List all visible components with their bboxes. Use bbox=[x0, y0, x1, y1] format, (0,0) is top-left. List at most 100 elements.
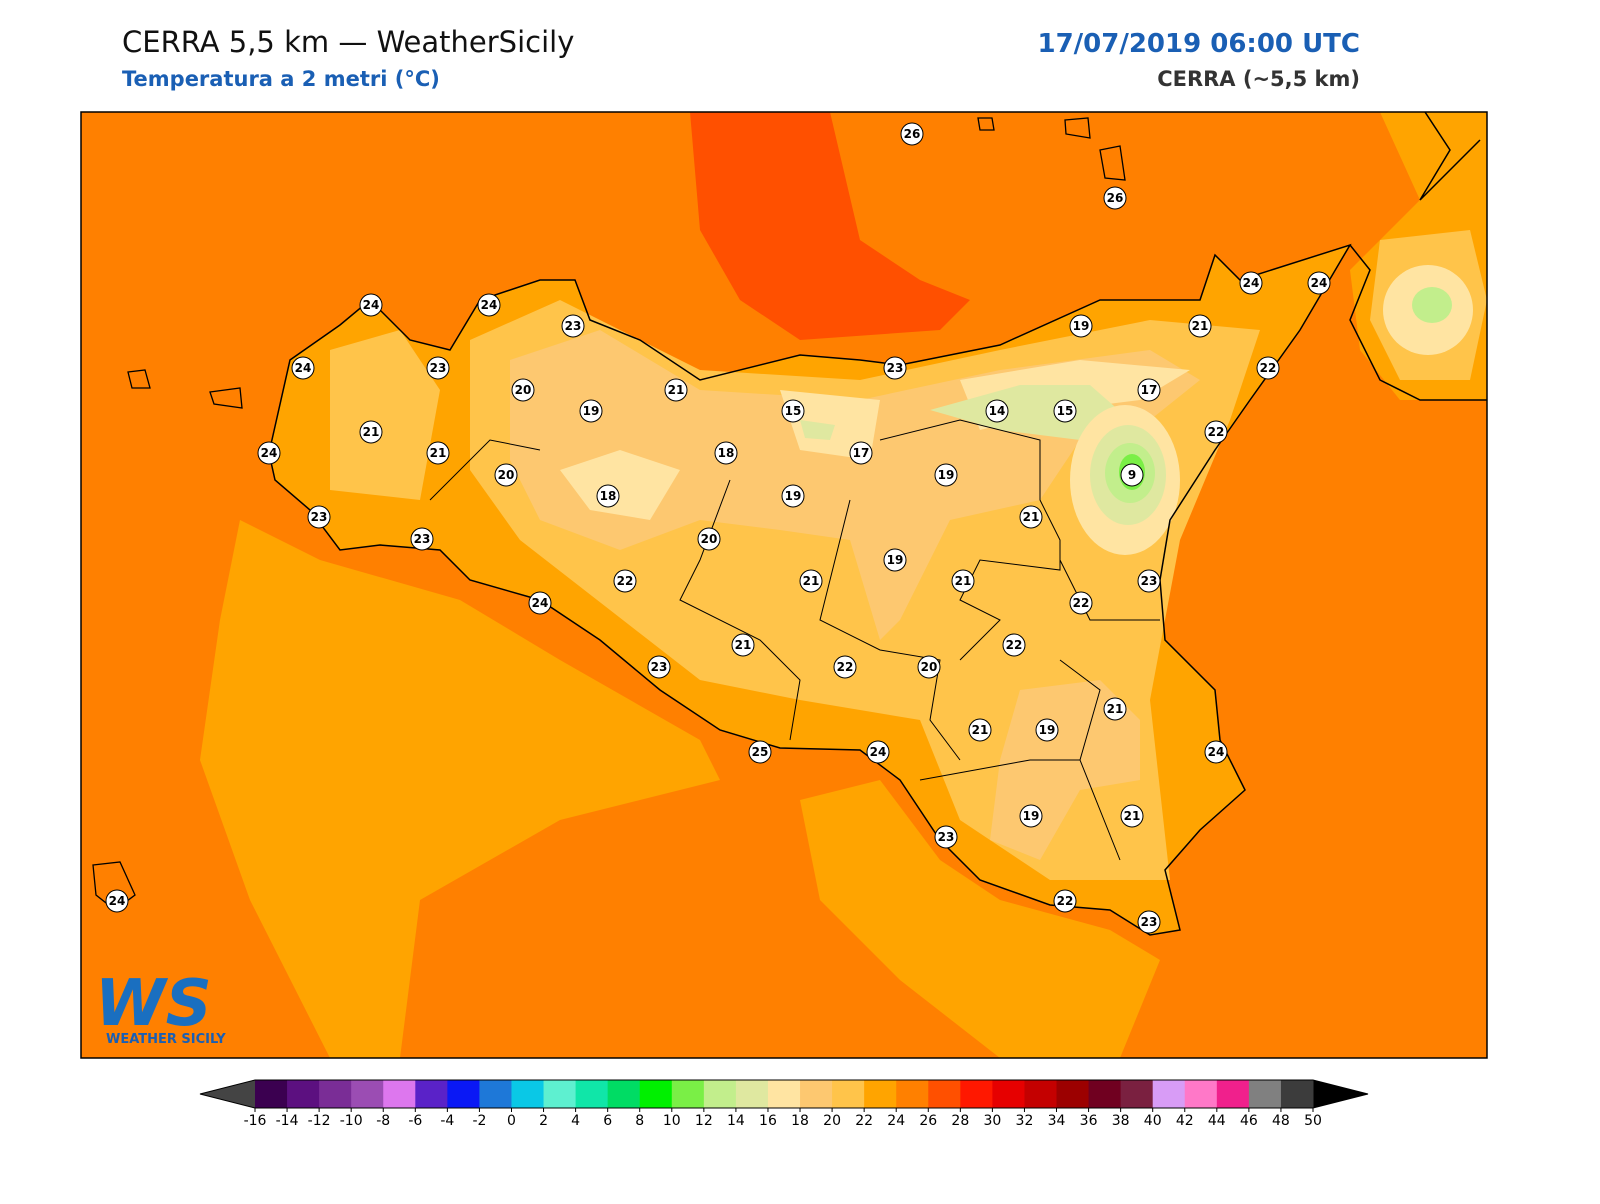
station: 15 bbox=[781, 399, 805, 423]
station-marker bbox=[934, 463, 958, 487]
station-marker bbox=[883, 548, 907, 572]
colorbar-segment bbox=[1184, 1080, 1218, 1108]
station-marker bbox=[985, 399, 1009, 423]
station: 9 bbox=[1120, 463, 1144, 487]
station-value: 22 bbox=[1208, 425, 1225, 439]
colorbar-segment bbox=[767, 1080, 801, 1108]
station-value: 25 bbox=[752, 745, 769, 759]
station: 23 bbox=[410, 527, 434, 551]
station: 26 bbox=[1103, 186, 1127, 210]
station: 24 bbox=[477, 293, 501, 317]
station-value: 17 bbox=[1141, 383, 1158, 397]
station: 22 bbox=[613, 569, 637, 593]
station-value: 24 bbox=[295, 361, 312, 375]
station-marker bbox=[714, 441, 738, 465]
warm-sea bbox=[690, 112, 970, 340]
station-value: 19 bbox=[938, 468, 955, 482]
station-value: 24 bbox=[1243, 276, 1260, 290]
station: 20 bbox=[697, 527, 721, 551]
colorbar-tick-label: -8 bbox=[376, 1113, 390, 1129]
colorbar-segment bbox=[800, 1080, 833, 1108]
station-marker bbox=[528, 591, 552, 615]
colorbar-segment bbox=[1248, 1080, 1282, 1108]
station-value: 23 bbox=[651, 660, 668, 674]
colorbar-tick-label: 42 bbox=[1176, 1113, 1194, 1129]
station-value: 23 bbox=[414, 532, 431, 546]
station-value: 18 bbox=[718, 446, 735, 460]
station: 17 bbox=[1137, 378, 1161, 402]
colorbar-segment bbox=[351, 1080, 384, 1108]
colorbar-tick-label: 22 bbox=[855, 1113, 873, 1129]
station-marker bbox=[866, 740, 890, 764]
station: 26 bbox=[900, 122, 924, 146]
station-value: 24 bbox=[1311, 276, 1328, 290]
colorbar-segment bbox=[896, 1080, 929, 1108]
colorbar-segment bbox=[832, 1080, 865, 1108]
station: 19 bbox=[1069, 314, 1093, 338]
colorbar-segment bbox=[1024, 1080, 1058, 1108]
colorbar-tick-label: 20 bbox=[823, 1113, 841, 1129]
station-marker bbox=[1103, 697, 1127, 721]
colorbar-tick-label: 8 bbox=[635, 1113, 644, 1129]
station: 21 bbox=[426, 441, 450, 465]
station-marker bbox=[1239, 271, 1263, 295]
station: 23 bbox=[561, 314, 585, 338]
station: 17 bbox=[849, 441, 873, 465]
station-marker bbox=[1019, 804, 1043, 828]
station: 21 bbox=[1188, 314, 1212, 338]
station: 24 bbox=[359, 293, 383, 317]
stations: 26 26 24 24 23 24 24 24 23 19 21 20 19 21 23 22 15 14 15 17… bbox=[105, 122, 1331, 934]
station: 22 bbox=[1069, 591, 1093, 615]
colorbar-tick-label: 34 bbox=[1048, 1113, 1066, 1129]
station: 21 bbox=[951, 569, 975, 593]
sea-warm-band bbox=[800, 780, 1160, 1058]
station-marker bbox=[1204, 740, 1228, 764]
station-marker bbox=[426, 441, 450, 465]
station: 24 bbox=[1239, 271, 1263, 295]
colorbar-tick-label: 32 bbox=[1016, 1113, 1034, 1129]
station: 21 bbox=[799, 569, 823, 593]
station: 21 bbox=[1120, 804, 1144, 828]
sea-warm-band bbox=[200, 520, 720, 1058]
station-value: 21 bbox=[1023, 510, 1040, 524]
colorbar-segment bbox=[671, 1080, 705, 1108]
colorbar-tick-label: -14 bbox=[276, 1113, 299, 1129]
station: 14 bbox=[985, 399, 1009, 423]
station-marker bbox=[883, 356, 907, 380]
colorbar-tick-label: -16 bbox=[244, 1113, 267, 1129]
map-frame bbox=[80, 111, 1488, 1059]
colorbar-tick-label: 4 bbox=[571, 1113, 580, 1129]
colorbar-segment bbox=[1152, 1080, 1186, 1108]
station-value: 21 bbox=[955, 574, 972, 588]
land-cold bbox=[800, 385, 1130, 440]
station-value: 24 bbox=[481, 298, 498, 312]
colorbar-segment bbox=[543, 1080, 577, 1108]
title: CERRA 5,5 km — WeatherSicily bbox=[122, 25, 574, 59]
station-marker bbox=[1069, 591, 1093, 615]
colorbar-tick-label: 6 bbox=[603, 1113, 612, 1129]
station-marker bbox=[781, 484, 805, 508]
station-marker bbox=[1307, 271, 1331, 295]
station-value: 21 bbox=[803, 574, 820, 588]
station: 23 bbox=[647, 655, 671, 679]
colorbar-tick-label: 0 bbox=[507, 1113, 516, 1129]
colorbar-tick-label: 44 bbox=[1208, 1113, 1226, 1129]
colorbar-tick-label: 36 bbox=[1080, 1113, 1098, 1129]
colorbar-tick-label: 50 bbox=[1304, 1113, 1322, 1129]
station-marker bbox=[561, 314, 585, 338]
station-value: 23 bbox=[1141, 574, 1158, 588]
colorbar-tick-label: 28 bbox=[951, 1113, 969, 1129]
station: 21 bbox=[968, 718, 992, 742]
colorbar-segment bbox=[319, 1080, 352, 1108]
station-marker bbox=[1002, 633, 1026, 657]
calabria-cold bbox=[1412, 287, 1452, 323]
station-marker bbox=[613, 569, 637, 593]
station-marker bbox=[477, 293, 501, 317]
station: 19 bbox=[1035, 718, 1059, 742]
station-value: 23 bbox=[1141, 915, 1158, 929]
station-marker bbox=[731, 633, 755, 657]
station: 22 bbox=[1002, 633, 1026, 657]
station-marker bbox=[307, 505, 331, 529]
